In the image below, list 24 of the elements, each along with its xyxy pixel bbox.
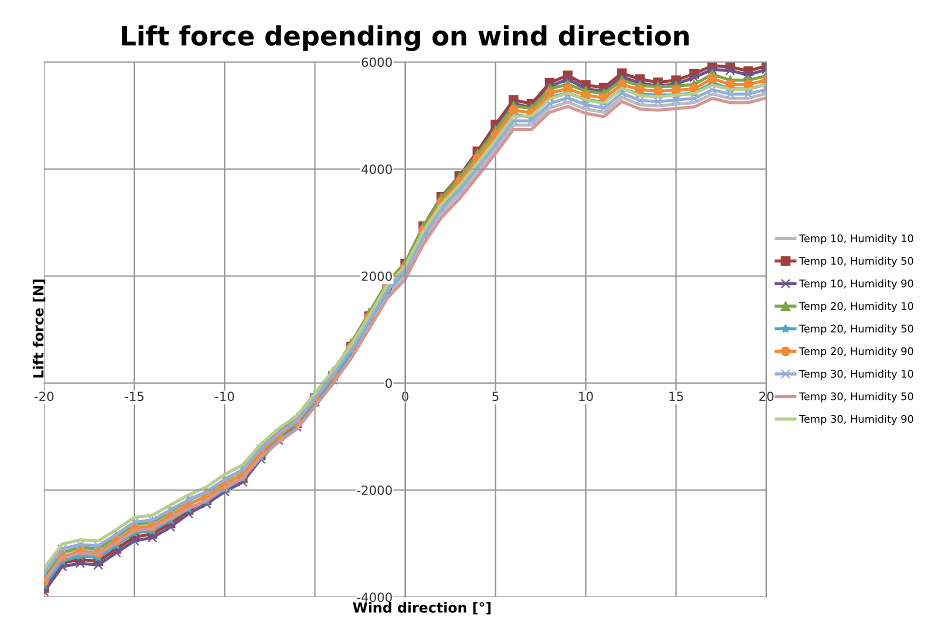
legend-label: Temp 10, Humidity 10: [799, 234, 914, 244]
y-tick-label: 0: [386, 378, 392, 388]
y-tick-label: 2000: [362, 271, 392, 281]
legend-label: Temp 30, Humidity 50: [799, 392, 914, 402]
x-axis-title: Wind direction [°]: [352, 602, 491, 614]
chart-title: Lift force depending on wind direction: [122, 25, 689, 52]
legend-label: Temp 20, Humidity 10: [799, 302, 914, 312]
legend-label: Temp 30, Humidity 10: [799, 370, 914, 380]
y-tick-label: -4000: [357, 592, 392, 602]
x-tick-label: -15: [124, 392, 144, 402]
legend-label: Temp 20, Humidity 90: [799, 347, 914, 358]
x-tick-label: -10: [215, 392, 234, 402]
y-tick-label: -2000: [357, 486, 392, 495]
legend-label: Temp 10, Humidity 50: [799, 256, 914, 267]
legend-label: Temp 10, Humidity 90: [799, 279, 914, 290]
y-tick-label: 4000: [362, 164, 392, 174]
x-tick-label: 5: [492, 392, 498, 402]
x-tick-label: 10: [579, 392, 593, 402]
y-axis-title: Lift force [N]: [32, 280, 46, 378]
y-tick-label: 6000: [362, 57, 392, 67]
x-tick-label: 15: [669, 392, 683, 402]
x-tick-label: -20: [34, 392, 54, 402]
legend-label: Temp 20, Humidity 50: [799, 324, 914, 335]
legend-label: Temp 30, Humidity 90: [799, 414, 914, 425]
